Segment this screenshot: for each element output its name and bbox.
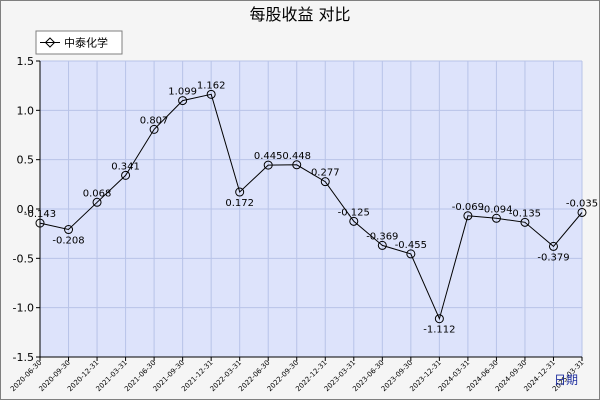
data-point: [349, 216, 359, 226]
legend-marker-icon: [44, 37, 56, 48]
data-label: -0.035: [566, 198, 598, 209]
data-label: -0.208: [52, 236, 84, 247]
series-line: [39, 93, 583, 321]
data-point: [377, 240, 387, 250]
series-layer: [35, 89, 587, 324]
x-axis-title: 日期: [554, 373, 578, 387]
data-label: 0.068: [83, 188, 112, 199]
data-point: [577, 207, 587, 217]
y-axis-ticks: 1.5 1.0 0.5 0.0 -0.5 -1.0 -1.5: [13, 55, 40, 364]
data-point: [35, 218, 45, 228]
data-point: [121, 170, 131, 180]
data-point: [548, 241, 558, 251]
y-tick-label: -0.5: [13, 252, 34, 265]
legend-box: [35, 30, 123, 55]
y-tick-label: -1.0: [13, 302, 34, 315]
data-label: -0.143: [24, 209, 56, 220]
data-label: 0.448: [282, 151, 311, 162]
data-label: -1.112: [423, 325, 455, 336]
data-label: 1.099: [168, 87, 197, 98]
data-point: [406, 249, 416, 259]
data-point: [263, 160, 273, 170]
data-label: -0.455: [395, 240, 427, 251]
data-point: [320, 177, 330, 187]
data-label: 0.445: [254, 151, 283, 162]
data-point: [206, 89, 216, 99]
data-point: [178, 96, 188, 106]
data-label: 1.162: [197, 80, 226, 91]
chart-title: 每股收益 对比: [249, 5, 350, 24]
data-label: 0.277: [311, 168, 340, 179]
data-point: [520, 217, 530, 227]
data-point: [491, 213, 501, 223]
data-point: [434, 314, 444, 324]
data-point: [235, 187, 245, 197]
legend: 中泰化学: [35, 30, 123, 55]
y-tick-label: 1.5: [17, 55, 35, 68]
y-tick-label: 0.0: [17, 203, 35, 216]
data-point: [64, 225, 74, 235]
data-point: [463, 211, 473, 221]
data-point: [149, 124, 159, 134]
data-label: 0.341: [111, 161, 140, 172]
data-label: -0.069: [452, 202, 484, 213]
data-label: -0.094: [480, 204, 512, 215]
y-tick-label: 1.0: [17, 104, 35, 117]
data-label: -0.379: [537, 252, 569, 263]
data-label: -0.369: [366, 231, 398, 242]
data-point: [92, 197, 102, 207]
data-label: 0.807: [140, 115, 169, 126]
y-tick-label: 0.5: [17, 154, 35, 167]
x-axis-ticks: 2020-06-302020-09-302020-12-312021-03-31…: [9, 357, 585, 393]
data-label: 0.172: [225, 198, 254, 209]
data-point: [292, 160, 302, 170]
data-label: -0.125: [338, 207, 370, 218]
y-tick-label: -1.5: [13, 351, 34, 364]
data-label: -0.135: [509, 208, 541, 219]
legend-label: 中泰化学: [64, 36, 108, 50]
